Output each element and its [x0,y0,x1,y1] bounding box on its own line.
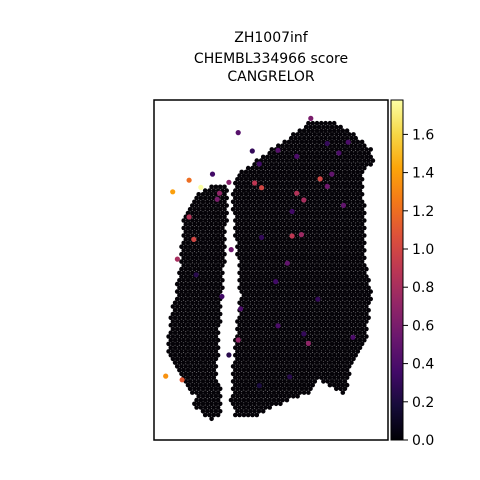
scatter-point [256,383,262,389]
scatter-point [275,323,281,329]
scatter-point [186,177,192,183]
scatter-point [179,377,185,383]
scatter-point [193,272,199,278]
scatter-point [216,190,223,196]
scatter-point [256,161,262,167]
scatter-point [317,176,323,182]
scatter-point [228,247,234,253]
scatter-point [235,337,241,343]
scatter-point [259,234,265,240]
scatter-point [174,256,180,262]
colorbar-tick-label: 0.6 [412,318,434,334]
scatter-point [275,147,281,153]
chart-title: ZH1007inf CHEMBL334966 score CANGRELOR [194,30,348,85]
scatter-point [336,150,342,156]
scatter-point [284,260,290,266]
chart-title-line-3: CANGRELOR [227,69,315,85]
scatter-point [214,196,220,202]
scatter-point [226,179,232,185]
scatter-point [198,184,204,190]
scatter-point [289,208,295,215]
tissue-spots-background [166,120,376,422]
colorbar-tick-label: 1.0 [412,242,434,258]
scatter-point [308,115,314,121]
scatter-point [287,374,293,380]
chart-title-line-1: ZH1007inf [234,30,309,46]
colorbar [390,99,404,441]
scatter-point [305,340,311,346]
scatter-point [340,202,347,208]
scatter-point [186,214,192,220]
scatter-point [324,183,330,189]
scatter-point [350,334,356,340]
scatter-point [235,130,241,136]
scatter-point [259,185,265,191]
scatter-point [252,180,258,186]
colorbar-tick-label: 1.4 [412,166,434,182]
scatter-point [294,190,300,196]
scatter-point [249,148,255,154]
scatter-point [294,153,300,159]
colorbar-tick-label: 0.0 [412,433,434,449]
scatter-point [219,293,225,300]
scatter-point [324,140,330,147]
colorbar-tick-label: 1.6 [412,127,434,143]
scatter-point [238,306,244,312]
scatter-point [170,189,176,195]
colorbar-tick-label: 0.2 [412,395,434,411]
scatter-point [301,331,307,337]
scatter-point [298,232,304,238]
chart-title-line-2: CHEMBL334966 score [194,51,348,67]
colorbar-tick-label: 0.8 [412,280,434,296]
highlighted-spots [163,115,356,389]
scatter-point [289,233,295,239]
scatter-point [209,171,216,177]
scatter-point [301,197,307,203]
scatter-point [315,296,321,302]
scatter-point [226,352,232,358]
scatter-point [191,236,197,242]
colorbar-tick-label: 0.4 [412,357,434,373]
colorbar-ticks: 0.0 0.2 0.4 0.6 0.8 1.0 1.2 1.4 1.6 [403,127,434,449]
scatter-point [329,171,335,177]
colorbar-tick-label: 1.2 [412,204,434,220]
scatter-point [163,373,169,379]
scatter-point [273,279,279,285]
plot-frame [153,99,389,441]
scatter-point [345,139,351,145]
